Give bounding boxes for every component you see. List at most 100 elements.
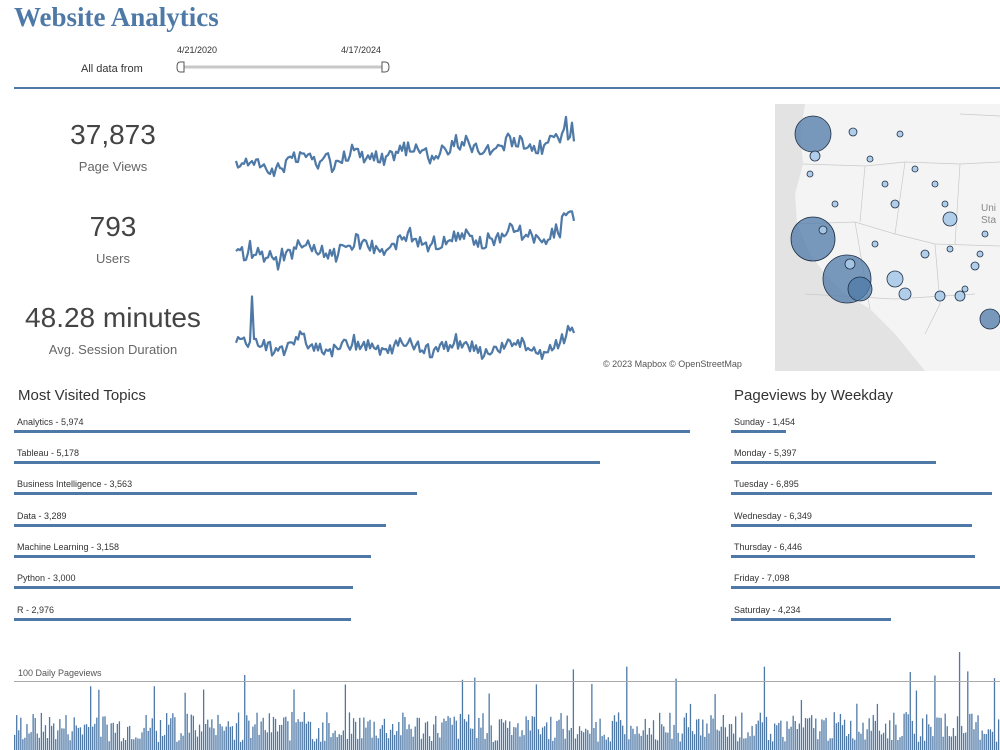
daily-bar[interactable] (944, 713, 946, 750)
daily-bar[interactable] (628, 739, 630, 750)
daily-bar[interactable] (98, 689, 100, 750)
daily-bar[interactable] (743, 738, 745, 750)
daily-bar[interactable] (476, 738, 478, 750)
daily-bar[interactable] (638, 733, 640, 750)
daily-bar[interactable] (311, 739, 314, 750)
daily-bar[interactable] (433, 724, 435, 750)
map-bubble[interactable] (911, 165, 919, 173)
visitor-location-map[interactable]: Uni Sta (775, 104, 1000, 371)
daily-bar[interactable] (449, 717, 451, 750)
daily-bar[interactable] (207, 719, 209, 750)
daily-bar[interactable] (157, 741, 160, 750)
map-bubble[interactable] (954, 290, 966, 302)
daily-bar[interactable] (422, 733, 425, 750)
daily-bar[interactable] (55, 739, 57, 750)
daily-bar[interactable] (720, 726, 722, 750)
daily-bar[interactable] (73, 717, 75, 750)
sparkline-users[interactable] (235, 210, 576, 271)
daily-bar[interactable] (556, 721, 558, 750)
daily-bar[interactable] (784, 741, 786, 750)
daily-bar[interactable] (108, 741, 110, 750)
daily-bar[interactable] (611, 720, 614, 750)
daily-bar[interactable] (833, 712, 835, 750)
daily-bar[interactable] (262, 717, 264, 750)
daily-bar[interactable] (868, 718, 870, 750)
daily-bar[interactable] (823, 720, 825, 750)
daily-bar[interactable] (876, 703, 879, 750)
daily-bar[interactable] (252, 726, 254, 750)
daily-bar[interactable] (515, 727, 517, 750)
daily-bar[interactable] (53, 723, 55, 750)
daily-bar[interactable] (87, 727, 90, 750)
daily-bar[interactable] (182, 735, 184, 750)
daily-bar[interactable] (921, 718, 924, 750)
daily-bar[interactable] (856, 703, 858, 750)
map-bubble[interactable] (920, 249, 930, 259)
daily-bar[interactable] (244, 675, 246, 750)
map-bubble[interactable] (896, 130, 904, 138)
daily-bar[interactable] (767, 740, 770, 750)
daily-bar[interactable] (153, 686, 155, 750)
daily-bar[interactable] (414, 726, 416, 750)
daily-bar[interactable] (369, 719, 371, 750)
daily-bar[interactable] (609, 741, 612, 750)
daily-bar[interactable] (543, 726, 546, 750)
sparkline-session-duration[interactable] (234, 295, 576, 360)
daily-bar[interactable] (81, 734, 84, 750)
daily-bar[interactable] (991, 731, 994, 750)
daily-bar[interactable] (391, 724, 394, 750)
daily-bar[interactable] (564, 738, 566, 750)
daily-bar[interactable] (802, 727, 805, 750)
daily-bar[interactable] (233, 739, 236, 750)
map-bubble[interactable] (890, 199, 900, 209)
daily-bar[interactable] (790, 726, 792, 750)
daily-bar[interactable] (453, 716, 455, 750)
daily-bar[interactable] (492, 742, 494, 750)
daily-bar[interactable] (578, 726, 581, 750)
daily-bar[interactable] (689, 703, 692, 750)
daily-bar[interactable] (248, 720, 250, 750)
daily-bar[interactable] (502, 722, 505, 750)
slider-end-handle[interactable] (381, 61, 390, 73)
daily-bar[interactable] (470, 728, 472, 750)
daily-bar[interactable] (359, 717, 361, 750)
daily-bar[interactable] (318, 728, 320, 750)
daily-bar[interactable] (788, 728, 790, 750)
daily-bar[interactable] (741, 712, 743, 750)
daily-bar[interactable] (987, 729, 989, 750)
daily-bar[interactable] (911, 720, 913, 750)
daily-bar[interactable] (190, 714, 192, 750)
daily-bar[interactable] (79, 727, 82, 750)
daily-bar[interactable] (398, 722, 400, 750)
daily-bar[interactable] (44, 725, 47, 750)
daily-bar[interactable] (295, 722, 297, 750)
daily-bar[interactable] (260, 721, 262, 750)
date-range-slider[interactable] (176, 60, 391, 74)
daily-bar[interactable] (375, 735, 377, 750)
daily-bar[interactable] (808, 717, 811, 750)
daily-bar[interactable] (665, 732, 667, 750)
daily-bar[interactable] (724, 727, 727, 750)
daily-bar[interactable] (161, 736, 164, 750)
daily-bar[interactable] (350, 733, 353, 750)
daily-bar[interactable] (517, 723, 519, 750)
daily-bar[interactable] (546, 722, 548, 750)
daily-bar[interactable] (281, 724, 283, 750)
daily-bar[interactable] (420, 738, 423, 750)
daily-bar[interactable] (168, 724, 170, 750)
daily-bar[interactable] (675, 678, 677, 750)
daily-bar[interactable] (622, 725, 624, 750)
daily-bar[interactable] (278, 725, 281, 750)
daily-bar[interactable] (792, 715, 794, 750)
daily-bar[interactable] (287, 721, 289, 750)
daily-bar[interactable] (593, 728, 595, 750)
daily-bar[interactable] (603, 734, 605, 750)
daily-bar[interactable] (36, 733, 38, 750)
daily-bar[interactable] (344, 684, 347, 750)
daily-bar[interactable] (839, 714, 842, 750)
daily-bar[interactable] (745, 738, 747, 750)
daily-bar[interactable] (291, 712, 293, 750)
daily-bar[interactable] (307, 721, 310, 750)
daily-bar[interactable] (383, 718, 386, 750)
daily-bar[interactable] (798, 723, 800, 750)
